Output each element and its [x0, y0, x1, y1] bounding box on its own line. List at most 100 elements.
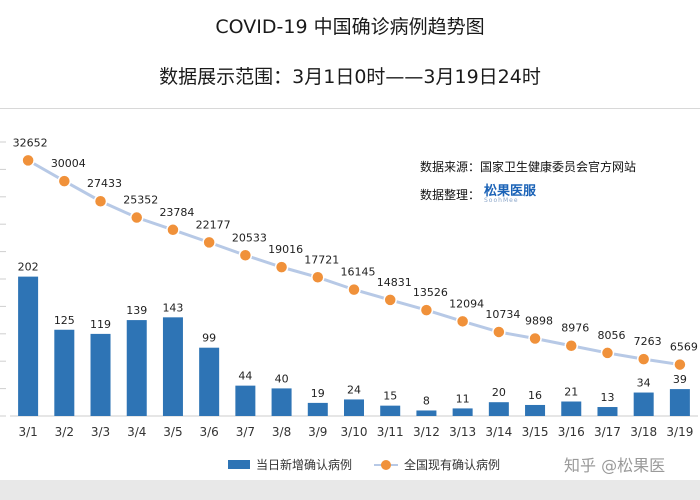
bar-3/18: [633, 392, 654, 416]
bar-3/17: [597, 407, 618, 416]
bar-3/7: [235, 385, 256, 416]
bar-label-3/2: 125: [54, 314, 75, 327]
line-point-3/5: [166, 223, 180, 237]
chart-legend: 当日新增确认病例 全国现有确认病例: [228, 456, 522, 473]
organizer-logo: 松果医服 SoohMee: [484, 178, 554, 208]
line-label-3/1: 32652: [13, 136, 48, 149]
legend-bar-swatch: [228, 460, 250, 469]
line-label-3/12: 13526: [413, 286, 448, 299]
line-label-3/2: 30004: [51, 157, 86, 170]
bar-label-3/12: 8: [423, 394, 430, 407]
bar-label-3/4: 139: [126, 304, 147, 317]
x-tick-label-3/15: 3/15: [522, 425, 549, 439]
chart-title: COVID-19 中国确诊病例趋势图: [215, 16, 485, 38]
bar-label-3/17: 13: [600, 391, 614, 404]
legend-item-current: 全国现有确认病例: [374, 456, 500, 473]
bar-3/9: [307, 402, 328, 416]
bar-label-3/1: 202: [18, 261, 39, 274]
legend-line-swatch: [374, 459, 399, 471]
line-label-3/8: 19016: [268, 243, 303, 256]
logo-subtext: SoohMee: [484, 197, 519, 204]
x-tick-label-3/8: 3/8: [272, 425, 291, 439]
line-label-3/7: 20533: [232, 231, 267, 244]
x-tick-label-3/13: 3/13: [449, 425, 476, 439]
x-tick-label-3/6: 3/6: [200, 425, 219, 439]
x-tick-label-3/19: 3/19: [666, 425, 693, 439]
line-point-3/8: [274, 260, 289, 274]
bar-label-3/3: 119: [90, 318, 111, 331]
line-point-3/18: [636, 352, 651, 366]
x-tick-label-3/11: 3/11: [377, 425, 404, 439]
x-tick-label-3/4: 3/4: [127, 425, 146, 439]
bar-3/11: [380, 405, 401, 416]
bar-label-3/14: 20: [492, 386, 506, 399]
footer-bar: [0, 480, 700, 500]
bar-label-3/10: 24: [347, 383, 361, 396]
bar-3/8: [271, 388, 292, 416]
line-point-3/7: [238, 248, 253, 263]
bar-label-3/5: 143: [162, 301, 183, 314]
line-point-3/15: [528, 331, 542, 346]
bar-label-3/13: 11: [456, 392, 470, 405]
line-label-3/15: 9898: [525, 315, 553, 328]
bar-3/6: [199, 347, 220, 416]
data-organizer-label: 数据整理：: [420, 188, 481, 202]
bar-3/2: [54, 329, 75, 416]
x-tick-label-3/5: 3/5: [163, 425, 182, 439]
data-source-text: 数据来源：国家卫生健康委员会官方网站: [420, 160, 637, 174]
bar-3/15: [525, 404, 546, 416]
x-tick-label-3/3: 3/3: [91, 425, 110, 439]
line-point-3/10: [347, 282, 361, 297]
line-point-3/12: [419, 303, 434, 317]
bar-3/13: [452, 408, 473, 416]
bar-3/1: [18, 276, 39, 416]
bar-3/16: [561, 401, 582, 416]
x-tick-label-3/1: 3/1: [18, 425, 37, 439]
line-point-3/2: [57, 174, 72, 188]
bar-label-3/16: 21: [564, 386, 578, 399]
bar-label-3/11: 15: [383, 390, 397, 403]
bar-label-3/18: 34: [637, 377, 651, 390]
watermark-text: 知乎 @松果医: [564, 456, 666, 475]
bar-3/3: [90, 333, 111, 416]
line-point-3/4: [129, 210, 144, 225]
line-point-3/14: [492, 325, 506, 339]
bar-3/14: [488, 402, 509, 416]
x-tick-label-3/10: 3/10: [341, 425, 368, 439]
header-divider: [0, 108, 700, 109]
line-label-3/11: 14831: [377, 276, 412, 289]
legend-label-current: 全国现有确认病例: [404, 458, 501, 472]
line-label-3/13: 12094: [449, 297, 484, 310]
line-point-3/3: [93, 194, 108, 208]
line-label-3/18: 7263: [634, 335, 662, 348]
legend-label-daily: 当日新增确认病例: [256, 458, 353, 472]
line-point-3/11: [383, 293, 397, 307]
x-tick-label-3/14: 3/14: [485, 425, 512, 439]
line-label-3/14: 10734: [485, 308, 520, 321]
line-label-3/17: 8056: [597, 329, 625, 342]
x-tick-label-3/18: 3/18: [630, 425, 657, 439]
line-point-3/6: [202, 235, 216, 250]
x-tick-label-3/12: 3/12: [413, 425, 440, 439]
line-label-3/4: 25352: [123, 194, 158, 207]
x-tick-label-3/9: 3/9: [308, 425, 327, 439]
bar-label-3/9: 19: [311, 387, 325, 400]
line-label-3/9: 17721: [304, 253, 339, 266]
x-tick-label-3/17: 3/17: [594, 425, 621, 439]
bar-3/12: [416, 410, 437, 416]
bar-3/5: [162, 317, 183, 416]
line-point-3/19: [673, 357, 687, 372]
x-tick-label-3/2: 3/2: [55, 425, 74, 439]
bar-3/19: [669, 389, 690, 416]
bar-3/10: [344, 399, 364, 416]
logo-name: 松果医服: [484, 184, 537, 199]
line-label-3/10: 16145: [341, 266, 376, 279]
bar-label-3/15: 16: [528, 389, 542, 402]
line-label-3/16: 8976: [561, 322, 589, 335]
bar-label-3/19: 39: [673, 373, 687, 386]
bar-label-3/8: 40: [275, 372, 289, 385]
line-point-3/16: [564, 338, 579, 353]
line-label-3/6: 22177: [196, 218, 231, 231]
line-label-3/5: 23784: [159, 206, 194, 219]
